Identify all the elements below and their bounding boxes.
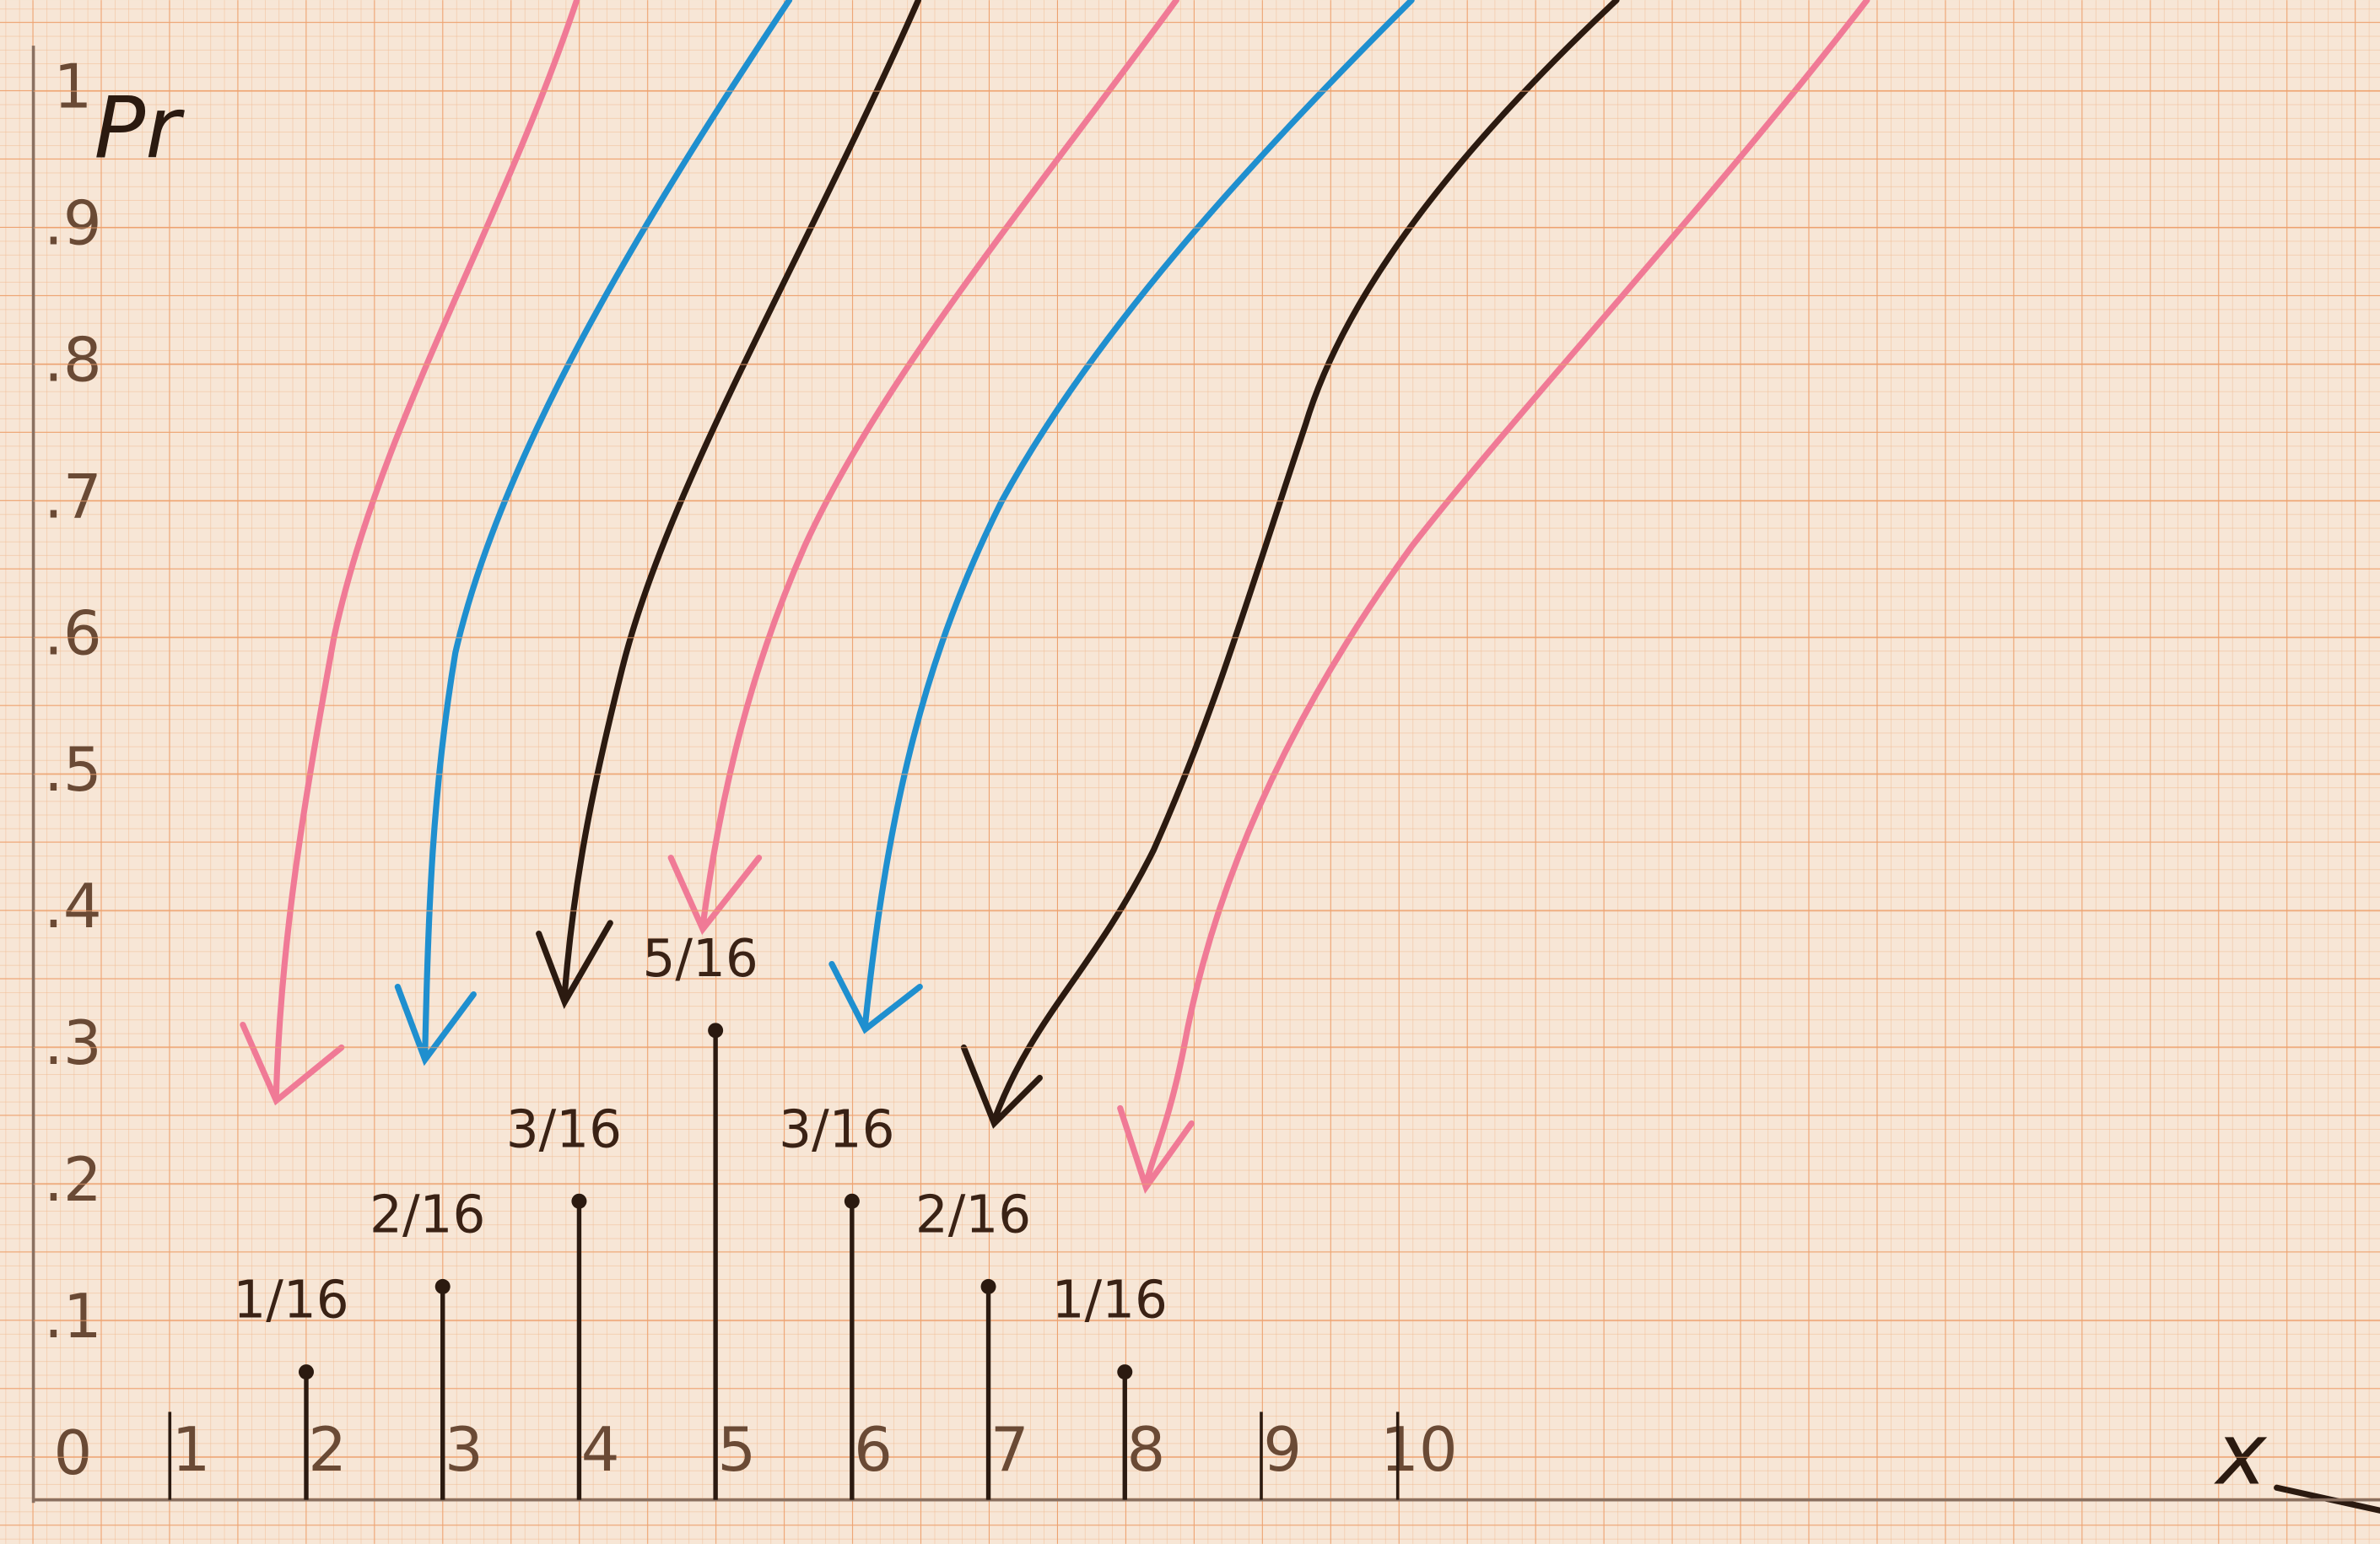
x-tick-label: 10 [1380,1414,1458,1485]
stem-head [1117,1364,1133,1380]
y-tick-label: .5 [44,734,102,805]
x-tick-label: 4 [581,1414,620,1485]
stem-head [571,1193,587,1209]
y-tick-label: .4 [44,871,102,942]
y-tick-label: .6 [44,597,102,668]
value-label: 3/16 [506,1099,622,1159]
x-tick-label: 8 [1127,1414,1166,1485]
x-tick-label: 6 [854,1414,893,1485]
x-axis-label: x [2214,1405,2268,1504]
stem-head [299,1364,314,1380]
stem-head [980,1278,996,1294]
x-tick-label: 3 [445,1414,483,1485]
x-tick-label: 2 [308,1414,347,1485]
y-tick-label: .8 [44,325,102,396]
x-tick-label: 9 [1263,1414,1302,1485]
arrows [240,0,2380,1514]
y-tick-label: .3 [44,1007,102,1078]
y-tick-label: .2 [44,1144,102,1215]
x-tick-label: 7 [990,1414,1029,1485]
x-tick-label: 1 [172,1414,211,1485]
value-label: 1/16 [233,1271,348,1331]
value-label: 1/16 [1052,1271,1168,1331]
y-tick-label: .7 [44,461,102,532]
value-label: 2/16 [370,1185,485,1245]
stem-head [708,1023,724,1039]
y-tick-label: 0 [53,1417,92,1488]
value-label: 2/16 [915,1185,1031,1245]
value-label: 3/16 [779,1099,894,1159]
y-tick-label: .9 [44,188,102,259]
y-axis-label: Pr [94,78,186,177]
stem-head [434,1278,451,1294]
value-label: 5/16 [642,929,758,989]
stem-head [844,1193,860,1209]
y-tick-label: .1 [44,1281,102,1352]
x-tick-label: 5 [717,1414,756,1485]
y-tick-label: 1 [53,51,92,122]
